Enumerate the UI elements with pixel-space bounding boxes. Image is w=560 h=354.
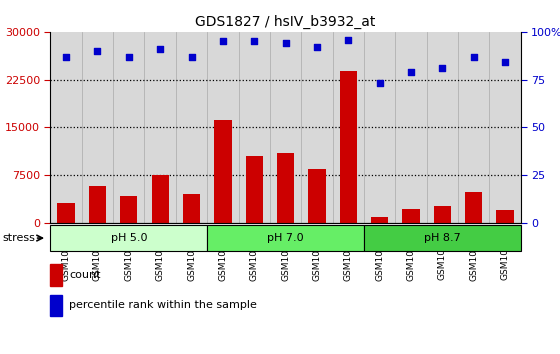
- Bar: [395, 32, 427, 223]
- Bar: [434, 206, 451, 223]
- Text: stress: stress: [3, 233, 36, 243]
- Point: [93, 48, 102, 54]
- Bar: [458, 32, 489, 223]
- Text: pH 7.0: pH 7.0: [267, 233, 304, 243]
- Bar: [82, 32, 113, 223]
- Bar: [277, 153, 294, 223]
- Bar: [113, 32, 144, 223]
- Point: [501, 59, 510, 65]
- Point: [218, 39, 227, 44]
- Bar: [207, 32, 239, 223]
- Bar: [207, 225, 364, 251]
- Bar: [309, 169, 325, 223]
- Bar: [246, 156, 263, 223]
- Bar: [427, 32, 458, 223]
- Bar: [176, 32, 207, 223]
- Bar: [364, 225, 521, 251]
- Bar: [50, 225, 207, 251]
- Bar: [497, 210, 514, 223]
- Text: percentile rank within the sample: percentile rank within the sample: [69, 300, 257, 310]
- Point: [124, 54, 133, 59]
- Bar: [364, 32, 395, 223]
- Bar: [144, 32, 176, 223]
- Point: [438, 65, 447, 71]
- Bar: [465, 193, 482, 223]
- Bar: [50, 32, 82, 223]
- Bar: [301, 32, 333, 223]
- Bar: [239, 32, 270, 223]
- Point: [250, 39, 259, 44]
- Bar: [120, 196, 137, 223]
- Point: [312, 44, 321, 50]
- Point: [281, 40, 290, 46]
- Text: count: count: [69, 270, 101, 280]
- Bar: [214, 120, 231, 223]
- Bar: [89, 186, 106, 223]
- Point: [62, 54, 71, 59]
- Point: [156, 46, 165, 52]
- Point: [375, 81, 384, 86]
- Bar: [340, 72, 357, 223]
- Bar: [50, 264, 62, 285]
- Point: [469, 54, 478, 59]
- Text: pH 5.0: pH 5.0: [110, 233, 147, 243]
- Point: [407, 69, 416, 75]
- Text: pH 8.7: pH 8.7: [424, 233, 461, 243]
- Bar: [403, 209, 419, 223]
- Point: [344, 37, 353, 42]
- Bar: [489, 32, 521, 223]
- Bar: [371, 217, 388, 223]
- Bar: [58, 202, 74, 223]
- Bar: [270, 32, 301, 223]
- Bar: [50, 295, 62, 316]
- Bar: [183, 194, 200, 223]
- Title: GDS1827 / hsIV_b3932_at: GDS1827 / hsIV_b3932_at: [195, 15, 376, 29]
- Bar: [152, 175, 169, 223]
- Point: [187, 54, 196, 59]
- Bar: [333, 32, 364, 223]
